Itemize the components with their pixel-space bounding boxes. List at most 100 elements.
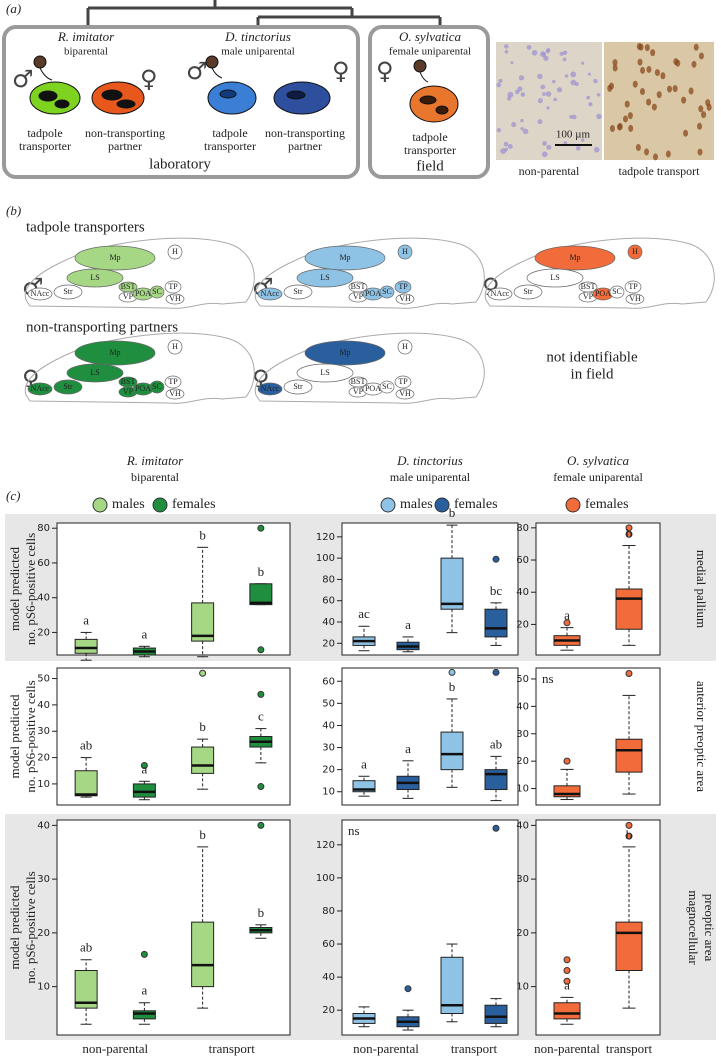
y-tick-label: 60 xyxy=(322,596,335,607)
scale-label: 100 µm xyxy=(556,129,591,141)
y-tick-label: 10 xyxy=(516,784,529,795)
significance-letter: a xyxy=(405,741,411,756)
box xyxy=(484,769,508,791)
cell xyxy=(510,61,514,65)
y-tick-label: 120 xyxy=(316,532,335,543)
significance-letter: b xyxy=(258,905,265,920)
label: tadpole xyxy=(27,126,62,140)
cell xyxy=(593,78,598,84)
cell xyxy=(693,43,699,51)
charts: males females males females females 20 40 60 80 a… xyxy=(7,497,717,1056)
significance-letter: a xyxy=(564,977,570,992)
region-label: TP xyxy=(168,282,178,291)
y-tick-label: 80 xyxy=(37,523,50,534)
care: male uniparental xyxy=(390,470,471,484)
cell xyxy=(672,85,678,93)
box xyxy=(191,602,215,642)
y-axis-title: model predicted xyxy=(7,694,22,779)
brain-region xyxy=(167,339,183,355)
y-tick-label: 30 xyxy=(37,726,50,737)
region-label: TP xyxy=(628,282,638,291)
cell xyxy=(581,138,585,142)
y-tick-label: 40 xyxy=(516,820,529,831)
brain-region xyxy=(627,244,643,260)
region-label: Mp xyxy=(569,253,580,262)
cell xyxy=(522,128,529,135)
y-tick-label: 40 xyxy=(322,720,335,731)
region-label: H xyxy=(172,342,178,351)
cell xyxy=(639,88,645,96)
outlier xyxy=(563,967,571,974)
region-label: Str xyxy=(293,287,303,296)
cell xyxy=(596,113,602,120)
cell xyxy=(681,96,687,104)
significance-letter: a xyxy=(83,612,89,627)
cell xyxy=(651,103,657,111)
region-label: Mp xyxy=(339,253,350,262)
outlier xyxy=(563,977,571,985)
cell xyxy=(517,86,523,92)
brain-region xyxy=(149,380,165,394)
cell xyxy=(504,147,508,152)
cell xyxy=(587,72,591,76)
cell xyxy=(638,43,644,51)
cell xyxy=(546,144,552,150)
y-tick-label: 20 xyxy=(37,627,50,638)
y-tick-label: 40 xyxy=(37,820,50,831)
row-label: medial pallium xyxy=(694,550,709,628)
brain-region xyxy=(165,388,185,400)
cell xyxy=(612,59,618,67)
region-label: VP xyxy=(353,387,364,396)
y-axis-title: model predicted xyxy=(7,885,22,970)
region-label: Mp xyxy=(339,348,350,357)
outlier xyxy=(625,821,633,829)
outlier xyxy=(625,524,633,532)
y-tick-label: 10 xyxy=(37,779,50,790)
legend-label: females xyxy=(585,497,629,512)
brain-region xyxy=(379,285,395,299)
significance-letter: a xyxy=(141,626,147,641)
region-label: SC xyxy=(382,287,392,296)
y-tick-label: 60 xyxy=(322,676,335,687)
region-label: Mp xyxy=(109,348,120,357)
outlier xyxy=(199,669,207,677)
cell xyxy=(546,106,550,110)
cell xyxy=(635,143,641,151)
sex-symbol: ♀ xyxy=(140,65,158,93)
row-title: tadpole transporters xyxy=(26,219,145,235)
cell xyxy=(531,49,538,56)
box xyxy=(74,638,98,654)
plot-frame xyxy=(535,667,661,806)
cell xyxy=(537,73,543,80)
cell xyxy=(520,92,526,97)
box xyxy=(352,780,376,793)
region-label: VH xyxy=(399,294,411,303)
cell xyxy=(612,64,618,72)
significance-letter: a xyxy=(405,617,411,632)
region-label: LS xyxy=(320,273,329,282)
brain-region xyxy=(395,293,415,305)
significance-letter: ab xyxy=(490,736,502,751)
cell xyxy=(646,98,652,106)
box xyxy=(615,588,643,630)
region-label: LS xyxy=(320,368,329,377)
brain-region xyxy=(149,285,165,299)
y-tick-label: 20 xyxy=(322,765,335,776)
brain-region xyxy=(487,287,513,301)
care: female uniparental xyxy=(553,470,643,484)
y-axis-title: no. pS6-positive cells xyxy=(23,680,38,792)
y-tick-label: 20 xyxy=(37,753,50,764)
y-tick-label: 20 xyxy=(322,638,335,649)
y-tick-label: 30 xyxy=(322,743,335,754)
cell xyxy=(541,151,548,158)
brain-region xyxy=(513,284,543,300)
significance-letter: ac xyxy=(358,606,370,621)
brain-outline xyxy=(254,332,485,404)
brain-outline xyxy=(24,332,255,404)
region-label: LS xyxy=(550,273,559,282)
significance-letter: a xyxy=(141,761,147,776)
y-tick-label: 50 xyxy=(516,674,529,685)
panel-label: (b) xyxy=(6,203,21,218)
panel-label: (c) xyxy=(6,488,20,503)
